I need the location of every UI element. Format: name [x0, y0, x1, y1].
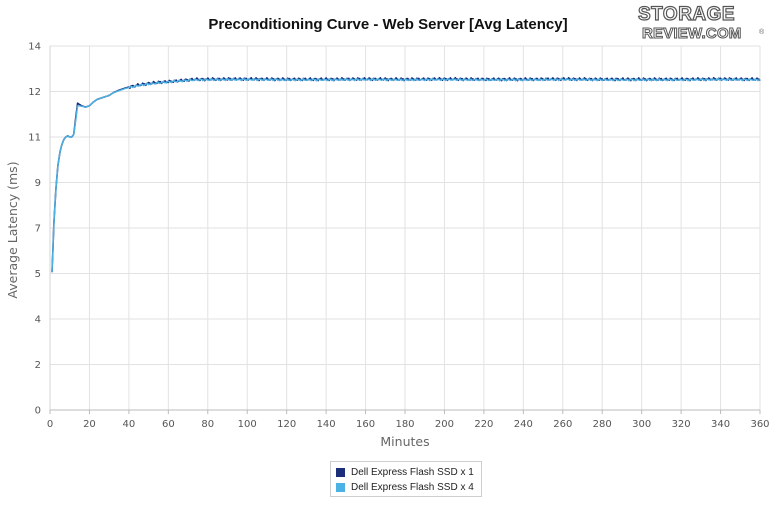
- x-tick-label: 340: [711, 419, 730, 430]
- x-tick-label: 140: [317, 419, 336, 430]
- storagereview-logo: STORAGE REVIEW.COM ®: [636, 2, 768, 42]
- series-line-2: [51, 77, 761, 273]
- legend-swatch: [336, 483, 345, 492]
- x-tick-label: 160: [356, 419, 375, 430]
- x-tick-label: 0: [47, 419, 53, 430]
- y-tick-label: 5: [35, 269, 41, 280]
- logo-graphic: STORAGE REVIEW.COM ®: [637, 3, 765, 42]
- x-tick-label: 200: [435, 419, 454, 430]
- y-tick-label: 7: [35, 224, 41, 235]
- chart-title: Preconditioning Curve - Web Server [Avg …: [208, 16, 567, 33]
- chart-legend: Dell Express Flash SSD x 1 Dell Express …: [330, 461, 482, 497]
- x-tick-label: 300: [632, 419, 651, 430]
- y-tick-label: 9: [35, 178, 41, 189]
- logo-registered-mark: ®: [759, 28, 765, 36]
- legend-item: Dell Express Flash SSD x 4: [336, 480, 476, 495]
- x-tick-label: 260: [553, 419, 572, 430]
- legend-label: Dell Express Flash SSD x 1: [351, 467, 474, 478]
- x-tick-label: 120: [277, 419, 296, 430]
- x-tick-label: 220: [474, 419, 493, 430]
- x-tick-label: 60: [162, 419, 175, 430]
- x-tick-label: 100: [238, 419, 257, 430]
- y-tick-label: 11: [28, 133, 41, 144]
- x-tick-label: 20: [83, 419, 96, 430]
- y-tick-label: 4: [35, 315, 41, 326]
- y-axis-ticks: 0 2 4 5 7 9 11 12 14: [28, 42, 41, 417]
- legend-item: Dell Express Flash SSD x 1: [336, 465, 476, 480]
- x-axis-ticks: 0 20 40 60 80 100 120 140 160 180 200 220 240 260 280 3…: [47, 419, 770, 430]
- x-tick-label: 80: [201, 419, 214, 430]
- x-tick-label: 320: [672, 419, 691, 430]
- logo-line1: STORAGE: [638, 4, 735, 25]
- x-tick-label: 40: [123, 419, 136, 430]
- series-lines: [51, 76, 761, 273]
- grid-lines: [49, 45, 761, 414]
- x-tick-label: 360: [750, 419, 769, 430]
- legend-swatch: [336, 468, 345, 477]
- y-axis-label: Average Latency (ms): [5, 161, 20, 298]
- x-axis-label: Minutes: [380, 434, 429, 449]
- logo-line2: REVIEW.COM: [642, 25, 742, 42]
- series-line-1: [51, 76, 761, 273]
- y-tick-label: 2: [35, 360, 41, 371]
- x-tick-label: 180: [395, 419, 414, 430]
- y-tick-label: 14: [28, 42, 41, 53]
- legend-label: Dell Express Flash SSD x 4: [351, 482, 474, 493]
- y-tick-label: 12: [28, 87, 41, 98]
- x-tick-label: 240: [514, 419, 533, 430]
- x-tick-label: 280: [593, 419, 612, 430]
- y-tick-label: 0: [35, 406, 41, 417]
